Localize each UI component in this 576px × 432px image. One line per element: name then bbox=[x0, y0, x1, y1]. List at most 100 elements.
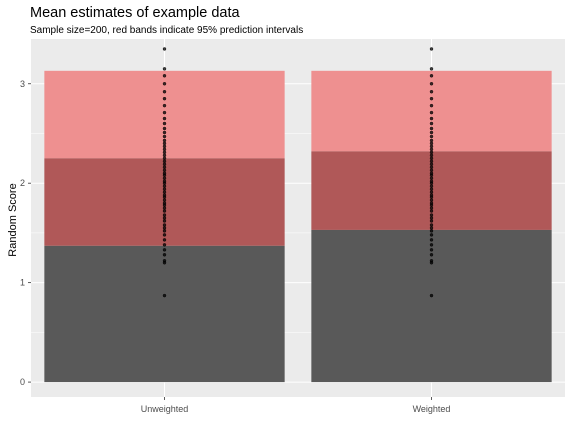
data-point bbox=[162, 233, 167, 237]
data-point bbox=[162, 121, 167, 126]
data-point bbox=[162, 116, 167, 121]
axes: 0 1 2 3 Unweighted Weighted bbox=[20, 79, 450, 414]
data-point bbox=[429, 47, 434, 51]
data-point bbox=[429, 141, 434, 146]
data-point bbox=[429, 193, 434, 197]
data-point bbox=[429, 259, 434, 263]
data-point bbox=[429, 213, 434, 217]
data-point bbox=[162, 153, 167, 158]
data-point bbox=[429, 134, 434, 139]
data-point bbox=[429, 90, 434, 94]
data-point bbox=[429, 130, 434, 135]
data-point bbox=[162, 147, 167, 152]
data-point bbox=[429, 156, 434, 161]
data-point bbox=[429, 179, 434, 183]
data-point bbox=[162, 209, 167, 213]
x-tick-label: Unweighted bbox=[141, 404, 189, 414]
y-tick-label: 2 bbox=[20, 178, 25, 188]
data-point bbox=[429, 96, 434, 101]
data-point bbox=[162, 248, 167, 252]
data-point bbox=[162, 219, 167, 223]
data-point bbox=[429, 233, 434, 237]
data-point bbox=[162, 138, 167, 143]
data-point bbox=[162, 223, 167, 227]
data-point bbox=[162, 229, 167, 233]
data-point bbox=[429, 184, 434, 188]
data-point bbox=[162, 159, 167, 164]
data-point bbox=[429, 171, 434, 175]
data-point bbox=[429, 168, 434, 172]
data-point bbox=[162, 253, 167, 257]
data-point bbox=[429, 144, 434, 149]
data-point bbox=[429, 238, 434, 242]
data-point bbox=[429, 226, 434, 230]
data-point bbox=[429, 162, 434, 167]
data-point bbox=[162, 134, 167, 139]
data-point bbox=[162, 187, 167, 191]
data-point bbox=[429, 293, 434, 298]
data-point bbox=[429, 153, 434, 158]
data-point bbox=[429, 110, 434, 115]
data-point bbox=[162, 90, 167, 94]
data-point bbox=[162, 156, 167, 161]
data-point bbox=[429, 74, 434, 78]
data-point bbox=[162, 259, 167, 263]
data-point bbox=[162, 165, 167, 169]
data-point bbox=[162, 74, 167, 78]
chart-title: Mean estimates of example data bbox=[30, 5, 240, 21]
data-point bbox=[429, 165, 434, 169]
data-point bbox=[162, 162, 167, 167]
y-axis-title: Random Score bbox=[7, 183, 19, 256]
data-point bbox=[162, 96, 167, 101]
data-points bbox=[162, 47, 434, 298]
data-point bbox=[162, 82, 167, 86]
data-point bbox=[429, 190, 434, 194]
data-point bbox=[162, 103, 167, 108]
data-point bbox=[162, 216, 167, 220]
data-point bbox=[162, 144, 167, 149]
data-point bbox=[429, 116, 434, 121]
chart-subtitle: Sample size=200, red bands indicate 95% … bbox=[30, 25, 304, 36]
data-point bbox=[162, 206, 167, 210]
data-point bbox=[162, 238, 167, 242]
data-point bbox=[162, 110, 167, 115]
data-point bbox=[162, 150, 167, 155]
data-point bbox=[429, 176, 434, 180]
data-point bbox=[162, 47, 167, 51]
data-point bbox=[162, 126, 167, 131]
data-point bbox=[162, 193, 167, 197]
data-point bbox=[429, 216, 434, 220]
data-point bbox=[429, 209, 434, 213]
data-point bbox=[162, 184, 167, 188]
data-point bbox=[162, 293, 167, 298]
data-point bbox=[429, 206, 434, 210]
data-point bbox=[429, 243, 434, 247]
data-point bbox=[429, 103, 434, 108]
y-tick-label: 1 bbox=[20, 278, 25, 288]
x-tick-label: Weighted bbox=[413, 404, 451, 414]
data-point bbox=[429, 150, 434, 155]
data-point bbox=[429, 159, 434, 164]
data-point bbox=[429, 126, 434, 131]
data-point bbox=[429, 253, 434, 257]
data-point bbox=[429, 147, 434, 152]
data-point bbox=[162, 226, 167, 230]
data-point bbox=[162, 213, 167, 217]
data-point bbox=[162, 130, 167, 135]
data-point bbox=[162, 141, 167, 146]
data-point bbox=[162, 190, 167, 194]
data-point bbox=[162, 171, 167, 175]
data-point bbox=[429, 223, 434, 227]
data-point bbox=[162, 201, 167, 205]
data-point bbox=[429, 248, 434, 252]
data-point bbox=[429, 121, 434, 126]
data-point bbox=[162, 67, 167, 71]
data-point bbox=[429, 67, 434, 71]
data-point bbox=[429, 219, 434, 223]
data-point bbox=[162, 176, 167, 180]
mean-bar bbox=[44, 245, 285, 383]
y-tick-label: 0 bbox=[20, 377, 25, 387]
mean-bar bbox=[311, 229, 552, 383]
data-point bbox=[162, 168, 167, 172]
